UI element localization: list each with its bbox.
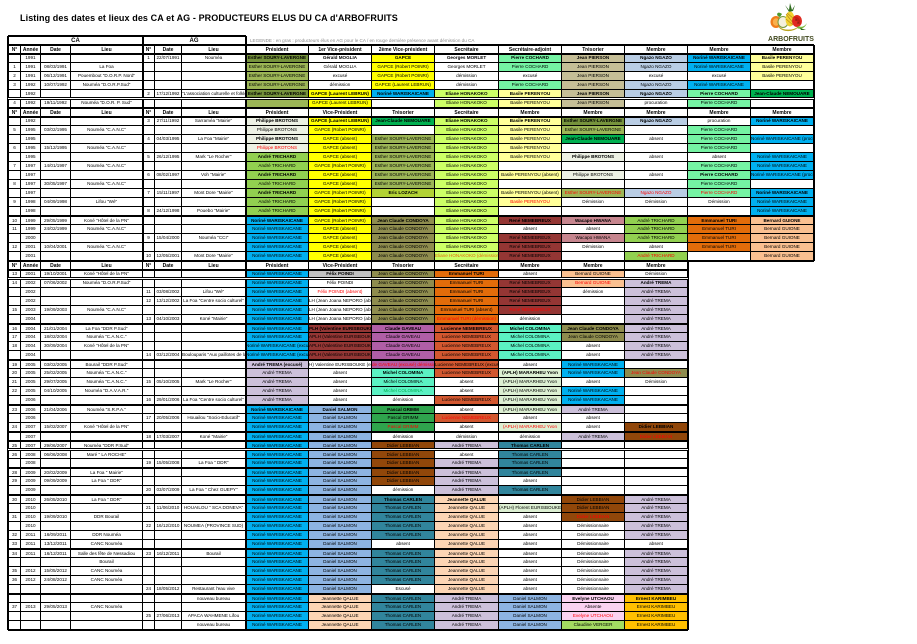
svg-text:ARBOFRUITS: ARBOFRUITS xyxy=(768,36,814,43)
